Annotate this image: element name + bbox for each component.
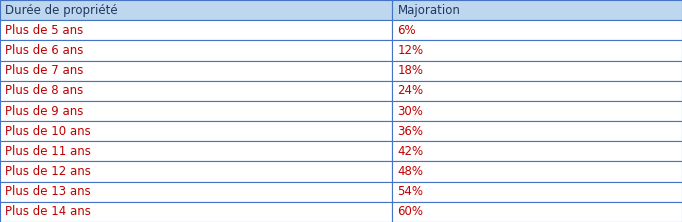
Text: Plus de 14 ans: Plus de 14 ans — [5, 205, 91, 218]
Text: Plus de 7 ans: Plus de 7 ans — [5, 64, 84, 77]
Text: 42%: 42% — [398, 145, 424, 158]
Bar — [392, 0, 682, 20]
Bar — [392, 101, 682, 121]
Bar — [0, 182, 392, 202]
Bar — [0, 81, 392, 101]
Bar — [0, 121, 392, 141]
Bar — [0, 40, 392, 61]
Bar — [0, 141, 392, 161]
Bar — [0, 61, 392, 81]
Text: Durée de propriété: Durée de propriété — [5, 4, 118, 17]
Bar — [0, 20, 392, 40]
Bar — [0, 202, 392, 222]
Bar — [392, 81, 682, 101]
Text: Majoration: Majoration — [398, 4, 460, 17]
Text: Plus de 9 ans: Plus de 9 ans — [5, 105, 84, 117]
Bar — [392, 182, 682, 202]
Text: 48%: 48% — [398, 165, 424, 178]
Bar — [392, 121, 682, 141]
Text: 36%: 36% — [398, 125, 424, 138]
Text: 54%: 54% — [398, 185, 424, 198]
Text: Plus de 10 ans: Plus de 10 ans — [5, 125, 91, 138]
Text: 12%: 12% — [398, 44, 424, 57]
Text: 18%: 18% — [398, 64, 424, 77]
Bar — [392, 40, 682, 61]
Bar — [392, 20, 682, 40]
Text: 60%: 60% — [398, 205, 424, 218]
Bar — [0, 0, 392, 20]
Text: Plus de 5 ans: Plus de 5 ans — [5, 24, 84, 37]
Bar — [392, 141, 682, 161]
Bar — [0, 161, 392, 182]
Bar — [0, 101, 392, 121]
Bar — [392, 161, 682, 182]
Text: Plus de 8 ans: Plus de 8 ans — [5, 84, 84, 97]
Text: Plus de 12 ans: Plus de 12 ans — [5, 165, 91, 178]
Bar — [392, 202, 682, 222]
Text: Plus de 6 ans: Plus de 6 ans — [5, 44, 84, 57]
Text: Plus de 13 ans: Plus de 13 ans — [5, 185, 91, 198]
Text: Plus de 11 ans: Plus de 11 ans — [5, 145, 91, 158]
Text: 6%: 6% — [398, 24, 416, 37]
Text: 24%: 24% — [398, 84, 424, 97]
Text: 30%: 30% — [398, 105, 424, 117]
Bar — [392, 61, 682, 81]
